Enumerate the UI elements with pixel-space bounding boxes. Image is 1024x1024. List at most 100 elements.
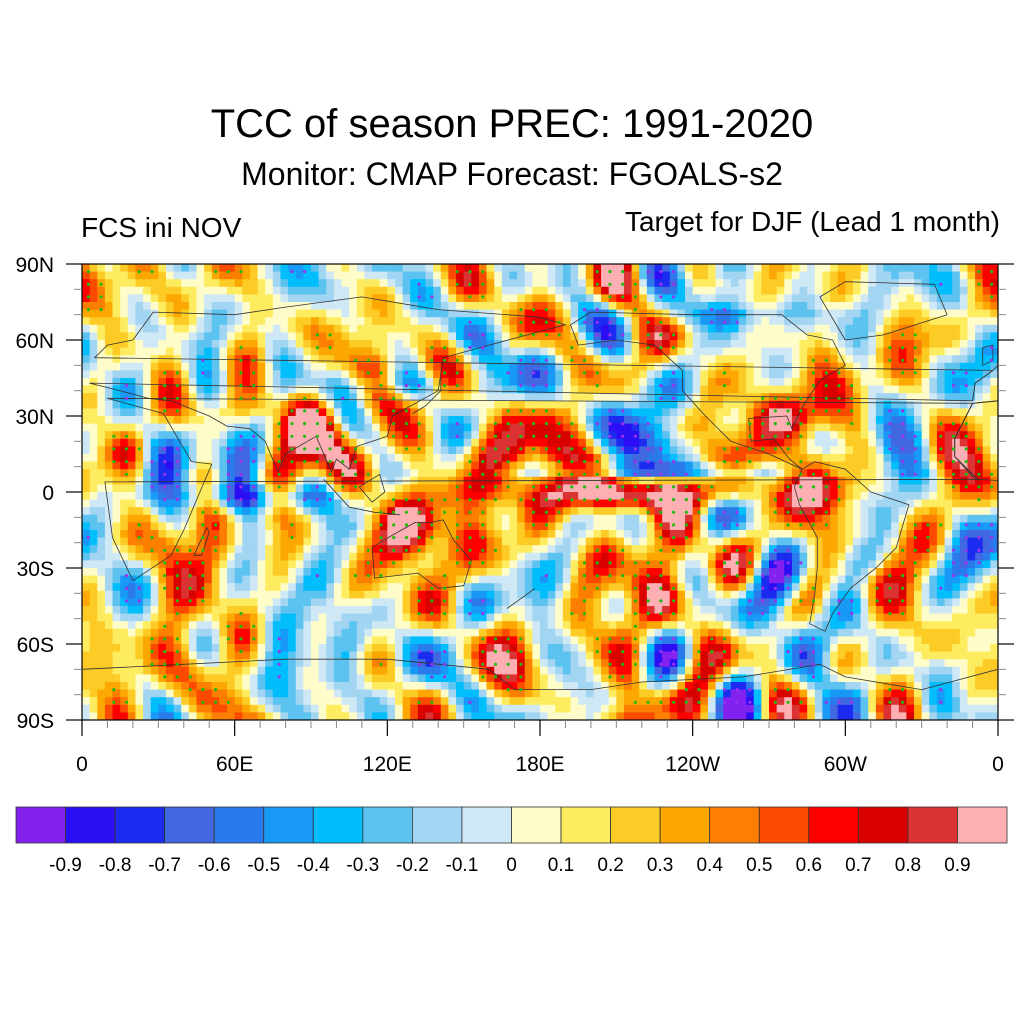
field-cell	[188, 416, 198, 425]
field-cell	[914, 438, 923, 447]
field-cell	[623, 499, 633, 508]
field-cell	[349, 499, 358, 508]
field-cell	[631, 370, 640, 379]
field-cell	[440, 438, 449, 447]
field-cell	[494, 484, 503, 493]
field-cell	[562, 286, 572, 295]
field-cell	[662, 438, 671, 447]
field-cell	[448, 385, 457, 394]
field-cell	[524, 309, 533, 318]
field-cell	[158, 469, 167, 478]
field-cell	[723, 370, 732, 379]
field-cell	[631, 454, 640, 463]
field-cell	[929, 324, 938, 333]
field-cell	[738, 355, 747, 364]
field-cell	[746, 438, 755, 447]
field-cell	[944, 560, 953, 569]
field-cell	[120, 530, 129, 539]
field-cell	[387, 324, 396, 333]
field-cell	[952, 522, 961, 531]
field-cell	[669, 400, 678, 409]
field-cell	[891, 378, 900, 387]
field-cell	[158, 385, 167, 394]
field-cell	[82, 400, 91, 409]
field-cell	[837, 340, 846, 349]
field-cell	[738, 461, 747, 470]
field-cell	[333, 279, 343, 288]
field-cell	[769, 416, 778, 425]
field-cell	[440, 286, 449, 295]
field-cell	[509, 408, 518, 417]
field-cell	[318, 552, 327, 561]
field-cell	[936, 393, 946, 402]
field-cell	[204, 370, 213, 379]
field-cell	[219, 362, 228, 371]
field-cell	[82, 370, 91, 379]
field-cell	[463, 514, 472, 523]
field-cell	[982, 400, 991, 409]
field-cell	[318, 332, 327, 341]
field-cell	[402, 416, 411, 425]
field-cell	[654, 347, 663, 356]
field-cell	[165, 393, 175, 402]
field-cell	[181, 416, 190, 425]
field-cell	[448, 340, 457, 349]
field-cell	[112, 530, 121, 539]
field-cell	[311, 461, 320, 470]
field-cell	[356, 560, 366, 569]
field-cell	[257, 575, 266, 584]
field-cell	[463, 431, 472, 440]
field-cell	[784, 286, 793, 295]
field-cell	[211, 514, 220, 523]
field-cell	[784, 324, 793, 333]
field-cell	[478, 385, 488, 394]
field-cell	[311, 347, 320, 356]
field-cell	[417, 545, 427, 554]
field-cell	[303, 385, 312, 394]
field-cell	[875, 362, 885, 371]
field-cell	[921, 294, 930, 303]
field-cell	[623, 378, 633, 387]
field-cell	[921, 537, 930, 546]
field-cell	[158, 378, 167, 387]
field-cell	[540, 423, 549, 432]
field-cell	[654, 454, 663, 463]
field-cell	[738, 400, 747, 409]
field-cell	[280, 400, 289, 409]
field-cell	[837, 499, 846, 508]
field-cell	[723, 408, 732, 417]
field-cell	[845, 552, 854, 561]
field-cell	[959, 507, 969, 516]
field-cell	[746, 378, 755, 387]
field-cell	[150, 454, 159, 463]
field-cell	[326, 309, 335, 318]
field-cell	[723, 385, 732, 394]
field-cell	[807, 507, 816, 516]
field-cell	[639, 408, 648, 417]
field-cell	[135, 271, 144, 280]
field-cell	[478, 423, 488, 432]
field-cell	[799, 271, 808, 280]
field-cell	[562, 340, 572, 349]
field-cell	[975, 264, 984, 273]
field-cell	[616, 537, 625, 546]
field-cell	[830, 378, 839, 387]
field-cell	[387, 393, 396, 402]
field-cell	[288, 378, 297, 387]
field-cell	[685, 469, 694, 478]
field-cell	[585, 492, 595, 501]
field-cell	[486, 408, 495, 417]
field-cell	[860, 400, 869, 409]
field-cell	[715, 552, 724, 561]
field-cell	[570, 340, 579, 349]
field-cell	[746, 332, 755, 341]
field-cell	[318, 393, 327, 402]
field-cell	[158, 309, 167, 318]
field-cell	[333, 324, 343, 333]
field-cell	[990, 340, 998, 349]
field-cell	[555, 294, 564, 303]
field-cell	[204, 385, 213, 394]
field-cell	[791, 552, 801, 561]
field-cell	[799, 530, 808, 539]
field-cell	[791, 492, 801, 501]
